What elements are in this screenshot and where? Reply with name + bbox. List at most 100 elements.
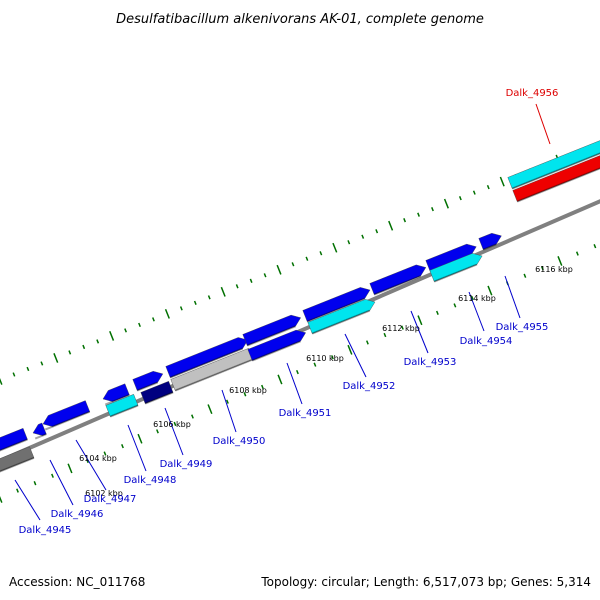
gene-feature-shade [174,358,254,392]
tick-mark [347,240,351,245]
tick-mark [361,234,365,239]
tick-mark [305,256,309,261]
tick-mark [249,278,253,283]
scale-label: 6106 kbp [153,420,191,429]
tick-mark [263,273,267,278]
tick-mark [51,473,54,478]
tick-mark [575,251,579,256]
gene-feature[interactable] [132,371,164,391]
label-leader-line [127,424,147,472]
tick-mark [435,310,439,315]
gene-feature[interactable] [429,253,483,282]
gene-feature[interactable] [102,383,130,402]
gene-label[interactable]: Dalk_4951 [279,408,332,419]
label-leader-line [535,103,551,145]
gene-label[interactable]: Dalk_4956 [506,88,559,99]
gene-feature[interactable] [478,233,502,250]
tick-mark [12,372,16,377]
gene-label[interactable]: Dalk_4947 [84,494,137,505]
tick-mark [33,481,37,486]
scale-label: 6110 kbp [306,354,344,363]
gene-feature-shade [311,309,371,335]
gene-feature[interactable] [32,422,47,436]
gene-feature-shade [0,456,35,473]
tick-mark [400,325,404,330]
gene-feature[interactable] [0,446,35,475]
tick-mark [243,392,247,397]
tick-mark [291,262,295,267]
gene-feature[interactable] [247,329,307,361]
tick-mark [164,308,170,319]
label-leader-line [164,407,184,456]
tick-mark [67,463,73,474]
gene-feature-shade [246,325,296,347]
gene-label[interactable]: Dalk_4954 [460,336,513,347]
gene-feature[interactable] [242,314,302,346]
gene-feature[interactable] [512,149,600,202]
tick-mark [86,458,89,464]
tick-mark [332,242,338,253]
scale-label: 6114 kbp [458,294,496,303]
gene-feature[interactable] [42,400,91,427]
tick-mark [193,300,197,305]
label-leader-line [14,479,41,521]
tick-mark [443,198,449,209]
scale-label: 6112 kbp [382,324,420,333]
gene-feature-shade [0,438,28,452]
label-leader-line [504,275,521,319]
tick-mark [152,317,155,322]
gene-feature[interactable] [165,337,249,378]
gene-label[interactable]: Dalk_4948 [124,475,177,486]
gene-feature[interactable] [307,299,376,334]
label-leader-line [468,291,485,332]
gene-feature[interactable] [105,394,139,417]
tick-mark [121,444,124,449]
gene-label[interactable]: Dalk_4945 [19,525,72,536]
gene-feature[interactable] [0,428,28,451]
tick-mark [388,220,394,231]
tick-mark [191,414,194,419]
label-leader-line [221,389,237,433]
gene-label[interactable]: Dalk_4953 [404,357,457,368]
gene-feature[interactable] [302,287,371,322]
tick-mark [53,353,59,363]
tick-mark [103,451,107,456]
gene-feature-shade [516,167,600,203]
tick-mark [417,315,423,326]
gene-feature[interactable] [369,264,427,295]
gene-feature-shade [251,340,301,362]
gene-feature[interactable] [507,136,600,189]
tick-mark [109,330,115,341]
tick-mark [403,218,407,223]
label-leader-lines [14,103,551,521]
scale-label: 6108 kbp [229,386,267,395]
gene-feature-shade [104,393,130,406]
tick-mark [383,332,387,338]
tick-mark [156,429,159,434]
gene-label[interactable]: Dalk_4950 [213,436,266,447]
tick-mark [347,344,353,355]
gene-feature[interactable] [425,243,477,272]
gene-feature[interactable] [140,381,174,404]
label-leader-line [75,439,107,491]
gene-label[interactable]: Dalk_4952 [343,381,396,392]
gene-feature-shade [373,275,422,296]
tick-mark [173,421,177,427]
tick-mark [453,303,457,308]
tick-mark [593,244,597,249]
gene-label[interactable]: Dalk_4949 [160,459,213,470]
gene-label[interactable]: Dalk_4946 [51,509,104,520]
tick-mark [365,340,369,345]
accession-text: Accession: NC_011768 [9,575,145,589]
tick-mark [296,369,299,375]
gene-label[interactable]: Dalk_4955 [496,322,549,333]
tick-mark [261,384,264,390]
tick-mark [313,362,317,367]
gene-feature-shade [511,152,600,190]
tick-mark [124,328,127,333]
tick-mark [138,322,141,328]
tick-mark [319,251,323,256]
label-leader-line [410,310,429,354]
gene-feature-shade [136,381,159,392]
